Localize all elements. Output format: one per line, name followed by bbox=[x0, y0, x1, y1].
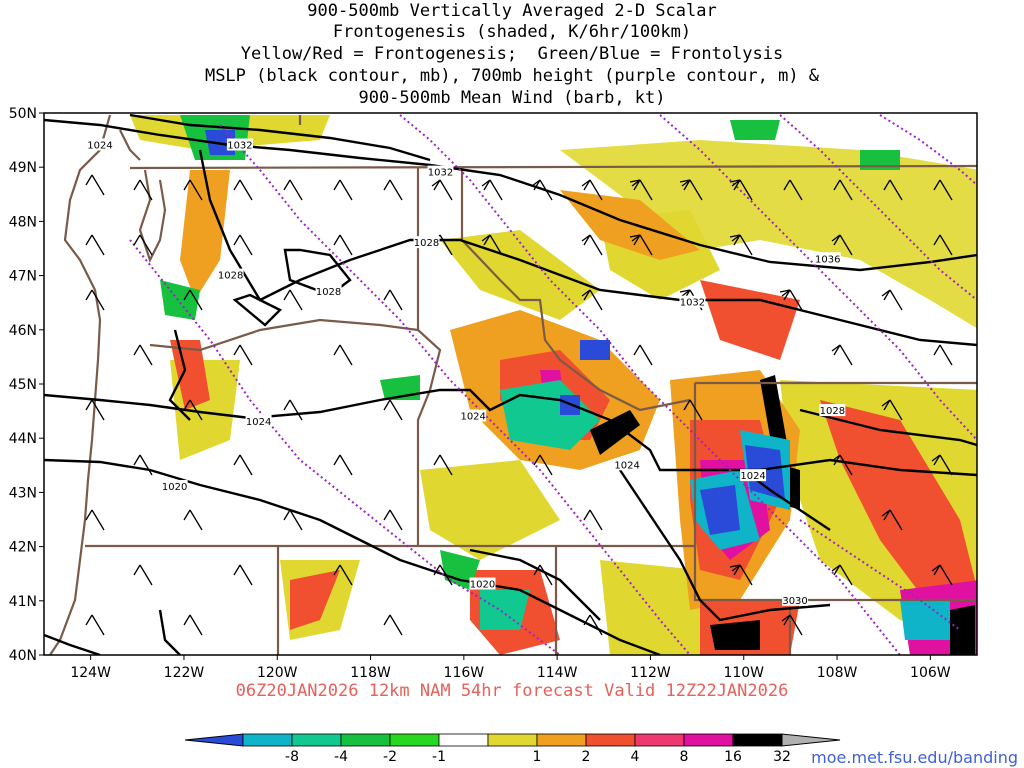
title-line-2: Frontogenesis (shaded, K/6hr/100km) bbox=[332, 22, 692, 42]
contour-label: 1024 bbox=[460, 409, 487, 423]
contour-label: 1028 bbox=[315, 284, 342, 298]
title-line-5: 900-500mb Mean Wind (barb, kt) bbox=[358, 88, 666, 108]
colorbar-swatch bbox=[291, 733, 342, 747]
lat-label: 47N bbox=[9, 269, 37, 285]
svg-text:1028: 1028 bbox=[820, 406, 845, 417]
lat-label: 50N bbox=[9, 106, 37, 122]
colorbar-label: 1 bbox=[533, 749, 542, 765]
contour-label: 1020 bbox=[469, 577, 496, 591]
svg-text:1024: 1024 bbox=[460, 412, 485, 423]
contour-label: 1020 bbox=[161, 479, 188, 493]
svg-text:1036: 1036 bbox=[815, 254, 840, 265]
lat-label: 41N bbox=[9, 594, 37, 610]
svg-text:3030: 3030 bbox=[782, 596, 807, 607]
colorbar-swatch bbox=[732, 733, 783, 747]
contour-label: 1028 bbox=[819, 404, 846, 417]
credit-url[interactable]: moe.met.fsu.edu/banding bbox=[811, 748, 1018, 767]
lon-label: 108W bbox=[817, 665, 858, 681]
height-contours bbox=[129, 114, 977, 655]
title-line-4: MSLP (black contour, mb), 700mb height (… bbox=[204, 66, 820, 86]
svg-text:1024: 1024 bbox=[614, 460, 639, 471]
lat-label: 45N bbox=[9, 377, 37, 393]
map: 1024 1032 1032 1028 1028 1028 1036 1032 1024 1024… bbox=[9, 106, 978, 681]
svg-text:1020: 1020 bbox=[162, 482, 187, 493]
colorbar-high-arrow bbox=[781, 733, 841, 747]
contour-label: 1024 bbox=[614, 458, 641, 471]
svg-text:1024: 1024 bbox=[740, 471, 765, 482]
contour-label: 1028 bbox=[217, 268, 244, 282]
lat-label: 49N bbox=[9, 160, 37, 176]
colorbar-label: 32 bbox=[773, 749, 791, 765]
lon-label: 106W bbox=[910, 665, 951, 681]
colorbar-label: 16 bbox=[724, 749, 742, 765]
lat-label: 46N bbox=[9, 323, 37, 339]
colorbar-swatch bbox=[438, 733, 489, 747]
colorbar-label: -2 bbox=[383, 749, 397, 765]
lon-label: 114W bbox=[537, 665, 578, 681]
colorbar-swatch bbox=[242, 733, 293, 747]
contour-label: 1024 bbox=[245, 414, 272, 428]
coastline bbox=[49, 114, 302, 655]
colorbar-label: 8 bbox=[680, 749, 689, 765]
contour-label: 1032 bbox=[679, 295, 706, 309]
colorbar-label: -8 bbox=[285, 749, 299, 765]
contour-label: 1032 bbox=[226, 138, 253, 152]
lon-label: 116W bbox=[444, 665, 485, 681]
forecast-valid-line: 06Z20JAN2026 12km NAM 54hr forecast Vali… bbox=[235, 681, 789, 701]
lon-label: 110W bbox=[723, 665, 764, 681]
colorbar-label: 2 bbox=[582, 749, 591, 765]
colorbar-low-arrow bbox=[184, 733, 244, 747]
lat-label: 48N bbox=[9, 214, 37, 230]
contour-label: 1024 bbox=[740, 469, 767, 482]
svg-text:1020: 1020 bbox=[470, 580, 495, 591]
contour-label: 1032 bbox=[427, 165, 454, 179]
lon-label: 124W bbox=[70, 665, 111, 681]
colorbar-label: 4 bbox=[631, 749, 640, 765]
lon-axis: 124W 122W 120W 118W 116W 114W 112W 110W 108W 106W bbox=[70, 655, 951, 681]
lat-label: 42N bbox=[9, 540, 37, 556]
lon-label: 122W bbox=[164, 665, 205, 681]
colorbar-swatch bbox=[536, 733, 587, 747]
lat-axis: 50N 49N 48N 47N 46N 45N 44N 43N 42N 41N 40N bbox=[9, 106, 44, 664]
colorbar-swatch bbox=[683, 733, 734, 747]
contour-label: 1028 bbox=[413, 236, 440, 249]
svg-text:1024: 1024 bbox=[246, 417, 271, 428]
lon-label: 118W bbox=[350, 665, 391, 681]
wind-barbs bbox=[85, 174, 953, 636]
svg-text:1032: 1032 bbox=[227, 141, 252, 152]
contour-labels: 1024 1032 1032 1028 1028 1028 1036 1032 1024 1024… bbox=[86, 138, 846, 607]
contour-label: 1036 bbox=[814, 252, 841, 265]
state-borders bbox=[85, 164, 977, 655]
mslp-contours bbox=[44, 113, 977, 655]
colorbar-label: -1 bbox=[432, 749, 446, 765]
lat-label: 43N bbox=[9, 485, 37, 501]
colorbar-label: -4 bbox=[334, 749, 348, 765]
svg-text:1028: 1028 bbox=[414, 238, 439, 249]
contour-label: 3030 bbox=[782, 593, 809, 607]
colorbar-swatch bbox=[634, 733, 685, 747]
contour-label: 1024 bbox=[86, 138, 113, 152]
lat-label: 44N bbox=[9, 431, 37, 447]
colorbar-swatch bbox=[487, 733, 538, 747]
title-line-1: 900-500mb Vertically Averaged 2-D Scalar bbox=[307, 1, 717, 21]
frontogenesis-shading bbox=[130, 115, 977, 655]
colorbar-swatch bbox=[340, 733, 391, 747]
colorbar-swatch bbox=[585, 733, 636, 747]
svg-text:1028: 1028 bbox=[218, 271, 243, 282]
title-line-3: Yellow/Red = Frontogenesis; Green/Blue =… bbox=[240, 44, 784, 64]
lat-label: 40N bbox=[9, 648, 37, 664]
svg-text:1028: 1028 bbox=[316, 287, 341, 298]
colorbar-swatch bbox=[389, 733, 440, 747]
svg-text:1032: 1032 bbox=[428, 168, 453, 179]
lon-label: 120W bbox=[257, 665, 298, 681]
lon-label: 112W bbox=[630, 665, 671, 681]
svg-text:1032: 1032 bbox=[680, 298, 705, 309]
svg-text:1024: 1024 bbox=[87, 141, 112, 152]
